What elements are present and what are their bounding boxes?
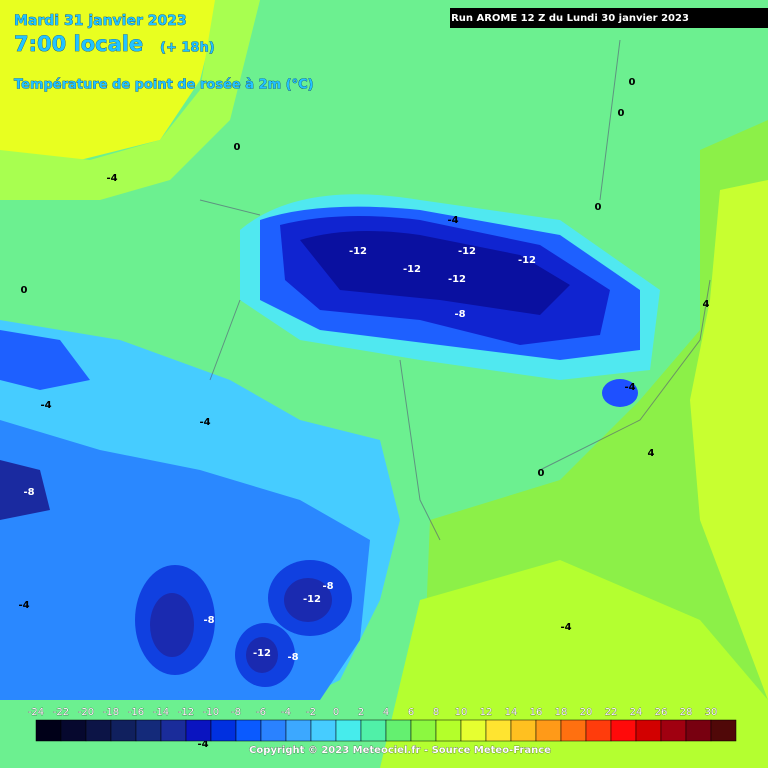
contour-label: -8: [23, 487, 34, 498]
colorbar-tick-label: 12: [480, 707, 493, 718]
colorbar-swatch: [235, 719, 262, 742]
contour-label: 0: [21, 285, 28, 296]
contour-label: -12: [303, 594, 321, 605]
contour-label: -12: [518, 255, 536, 266]
contour-label: 4: [648, 448, 655, 459]
colorbar-tick-label: -10: [203, 707, 219, 718]
contour-label: -12: [458, 246, 476, 257]
contour-label: -8: [454, 309, 465, 320]
variable: Température de point de rosée à 2m (°C): [14, 78, 314, 93]
contour-label: -12: [253, 648, 271, 659]
colorbar-swatch: [660, 719, 687, 742]
colorbar-tick-label: 22: [605, 707, 618, 718]
contour-label: 0: [538, 468, 545, 479]
colorbar-swatch: [60, 719, 87, 742]
contour-label: 0: [234, 142, 241, 153]
colorbar-tick-label: -22: [53, 707, 69, 718]
colorbar-tick-label: 16: [530, 707, 543, 718]
colorbar: -24 -22 -20 -18 -16 -14 -12 -10 -8 -6 -4 -2 0 2 4 6 8 10 1…: [28, 707, 737, 742]
colorbar-tick-label: 2: [358, 707, 364, 718]
contour-label: 0: [618, 108, 625, 119]
contour-label: 0: [595, 202, 602, 213]
colorbar-swatch: [35, 719, 62, 742]
colorbar-swatch: [335, 719, 362, 742]
colorbar-tick-label: -2: [306, 707, 316, 718]
run-box: [450, 8, 768, 28]
colorbar-swatch: [585, 719, 612, 742]
colorbar-swatch: [510, 719, 537, 742]
colorbar-swatch: [685, 719, 712, 742]
contour-label: -4: [18, 600, 29, 611]
colorbar-tick-label: 24: [630, 707, 643, 718]
copyright: Copyright © 2023 Meteociel.fr - Source M…: [249, 745, 551, 756]
contour-label: -4: [199, 417, 210, 428]
contour-label: -4: [106, 173, 117, 184]
colorbar-tick-label: 6: [408, 707, 414, 718]
colorbar-swatch: [410, 719, 437, 742]
colorbar-tick-label: 28: [680, 707, 693, 718]
colorbar-swatch: [710, 719, 737, 742]
colorbar-tick-label: 26: [655, 707, 668, 718]
colorbar-swatch: [135, 719, 162, 742]
colorbar-swatch: [560, 719, 587, 742]
colorbar-swatch: [85, 719, 112, 742]
colorbar-swatch: [535, 719, 562, 742]
contour-label: -4: [560, 622, 571, 633]
contour-label: -8: [287, 652, 298, 663]
colorbar-swatch: [160, 719, 187, 742]
contour-label: -12: [349, 246, 367, 257]
colorbar-tick-label: -18: [103, 707, 119, 718]
contour-label: 4: [703, 299, 710, 310]
colorbar-tick-label: 14: [505, 707, 518, 718]
colorbar-tick-label: -8: [231, 707, 241, 718]
date: Mardi 31 janvier 2023: [14, 13, 187, 29]
time: 7:00 locale: [14, 32, 143, 56]
colorbar-tick-label: 30: [705, 707, 718, 718]
colorbar-tick-label: 4: [383, 707, 389, 718]
contour-label: -8: [322, 581, 333, 592]
colorbar-tick-label: -4: [281, 707, 291, 718]
colorbar-swatch: [110, 719, 137, 742]
contour-label: -12: [403, 264, 421, 275]
colorbar-swatch: [435, 719, 462, 742]
colorbar-tick-label: 20: [580, 707, 593, 718]
colorbar-tick-label: -14: [153, 707, 169, 718]
contour-label: -4: [197, 739, 208, 750]
colorbar-swatch: [185, 719, 212, 742]
colorbar-tick-label: 0: [333, 707, 339, 718]
contour-label: -4: [624, 382, 635, 393]
contour-label: -4: [40, 400, 51, 411]
colorbar-swatch: [610, 719, 637, 742]
run-info: Run AROME 12 Z du Lundi 30 janvier 2023: [451, 13, 689, 24]
colorbar-swatch: [385, 719, 412, 742]
lead-time: (+ 18h): [160, 41, 215, 56]
colorbar-tick-label: -12: [178, 707, 194, 718]
colorbar-swatch: [460, 719, 487, 742]
contour-label: 0: [629, 77, 636, 88]
colorbar-tick-label: -20: [78, 707, 94, 718]
colorbar-swatch: [260, 719, 287, 742]
colorbar-swatch: [360, 719, 387, 742]
colorbar-tick-label: 8: [433, 707, 439, 718]
contour-label: -4: [447, 215, 458, 226]
colorbar-tick-label: -16: [128, 707, 144, 718]
colorbar-swatch: [210, 719, 237, 742]
colorbar-tick-label: -24: [28, 707, 44, 718]
colorbar-swatch: [635, 719, 662, 742]
colorbar-swatch: [485, 719, 512, 742]
colorbar-tick-label: 18: [555, 707, 568, 718]
colorbar-swatch: [285, 719, 312, 742]
colorbar-tick-label: -6: [256, 707, 266, 718]
contour-label: -8: [203, 615, 214, 626]
colorbar-tick-label: 10: [455, 707, 468, 718]
colorbar-swatch: [310, 719, 337, 742]
contour-label: -12: [448, 274, 466, 285]
